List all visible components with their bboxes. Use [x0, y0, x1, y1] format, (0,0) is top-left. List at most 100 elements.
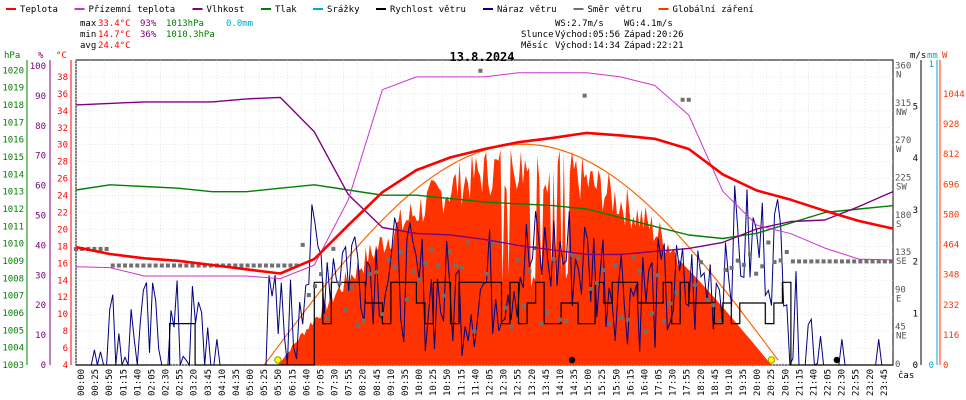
min-temp: 14.7°C [98, 30, 131, 40]
tick-hpa-1: 1004 [2, 344, 24, 354]
tick-c-13: 30 [57, 141, 68, 151]
legend-label-3: Tlak [275, 5, 297, 15]
wind-dir-mark [551, 256, 556, 261]
tick-dir-label-7: NW [896, 108, 907, 118]
tick-time-49: 20:25 [767, 369, 777, 396]
wind-dir-mark [607, 321, 612, 326]
series-humidity [75, 96, 894, 256]
wind-dir-mark [98, 246, 103, 251]
stats-left: max 33.4°C 93% 1013hPa 0.0mm min 14.7°C … [80, 19, 253, 51]
wind-dir-mark [882, 259, 887, 264]
wind-dir-mark [692, 282, 697, 287]
wind-dir-mark [74, 246, 78, 251]
min-label: min [80, 30, 96, 40]
tick-dir-8: 360 [895, 62, 911, 72]
tick-hpa-11: 1014 [2, 170, 24, 180]
max-press: 1013hPa [166, 19, 204, 29]
min-press: 1010.3hPa [166, 30, 215, 40]
wind-dir-mark [386, 257, 391, 262]
wind-dir-mark [147, 263, 152, 268]
tick-ms-0: 0 [913, 361, 918, 371]
wind-dir-mark [870, 259, 875, 264]
series-ground-temp [75, 72, 894, 280]
tick-time-45: 18:45 [711, 369, 721, 396]
tick-pct-10: 100 [30, 62, 46, 72]
series-wind-speed [76, 281, 893, 366]
wind-dir-mark [582, 93, 587, 98]
tick-hpa-13: 1016 [2, 136, 24, 146]
wind-dir-mark [312, 284, 317, 289]
moonset-marker [833, 356, 841, 364]
wind-dir-mark [778, 258, 783, 263]
wind-dir-mark [833, 259, 838, 264]
tick-time-54: 22:30 [838, 369, 848, 396]
tick-time-2: 00:50 [105, 369, 115, 396]
wind-dir-mark [625, 317, 630, 322]
tick-c-0: 4 [63, 361, 68, 371]
wind-dir-mark [705, 297, 710, 302]
wind-dir-mark [809, 259, 814, 264]
tick-pct-0: 0 [41, 361, 46, 371]
tick-c-11: 26 [57, 175, 68, 185]
axis-title-w: W [942, 51, 948, 61]
wind-dir-mark [245, 263, 250, 268]
chart-title: 13.8.2024 [449, 50, 514, 64]
tick-time-15: 06:15 [288, 369, 298, 396]
tick-dir-label-6: W [896, 145, 902, 155]
tick-time-11: 04:35 [232, 369, 242, 396]
legend-label-6: Náraz větru [497, 5, 557, 15]
tick-c-7: 18 [57, 242, 68, 252]
legend: Teplota Přízemní teplota Vlhkost Tlak Srážky… [6, 5, 754, 15]
tick-c-2: 8 [63, 327, 68, 337]
tick-hpa-3: 1006 [2, 309, 24, 319]
wind-dir-mark [349, 285, 354, 290]
wind-dir-mark [423, 261, 428, 266]
wind-dir-mark [472, 329, 477, 334]
wind-dir-mark [429, 247, 434, 252]
tick-pct-1: 10 [35, 331, 46, 341]
tick-time-44: 18:20 [697, 369, 707, 396]
tick-time-38: 15:50 [612, 369, 622, 396]
tick-time-23: 09:35 [401, 369, 411, 396]
wind-dir-mark [711, 303, 716, 308]
legend-label-2: Vlhkost [207, 5, 245, 15]
wind-dir-mark [839, 259, 844, 264]
tick-time-26: 10:50 [443, 369, 453, 396]
tick-time-17: 07:05 [316, 369, 326, 396]
wind-dir-mark [649, 311, 654, 316]
tick-c-9: 22 [57, 209, 68, 219]
tick-dir-0: 0 [895, 360, 900, 370]
wind-dir-mark [527, 269, 532, 274]
wind-dir-mark [190, 263, 195, 268]
tick-hpa-5: 1008 [2, 274, 24, 284]
tick-dir-label-2: E [896, 294, 901, 304]
tick-dir-label-5: SW [896, 183, 907, 193]
tick-time-13: 05:25 [260, 369, 270, 396]
tick-dir-7: 315 [895, 99, 911, 109]
legend-label-8: Globální záření [673, 5, 754, 15]
wind-dir-mark [404, 297, 409, 302]
wind-dir-mark [411, 269, 416, 274]
wind-dir-mark [784, 250, 789, 255]
wind-dir-mark [772, 260, 777, 265]
wind-dir-mark [600, 268, 605, 273]
tick-w-5: 580 [943, 210, 959, 220]
wind-dir-mark [637, 268, 642, 273]
wind-dir-mark [539, 321, 544, 326]
tick-c-4: 12 [57, 293, 68, 303]
wind-dir-mark [619, 315, 624, 320]
wind-dir-mark [239, 263, 244, 268]
tick-mm-1: 1 [929, 60, 934, 70]
tick-c-14: 32 [57, 124, 68, 134]
wind-dir-mark [104, 246, 109, 251]
tick-time-4: 01:40 [133, 369, 143, 396]
tick-time-16: 06:40 [302, 369, 312, 396]
tick-dir-2: 90 [895, 285, 906, 295]
wind-dir-mark [613, 263, 618, 268]
wind-dir-mark [447, 250, 452, 255]
wind-dir-mark [876, 259, 881, 264]
wind-dir-mark [699, 260, 704, 265]
wind-dir-mark [515, 258, 520, 263]
tick-time-37: 15:25 [598, 369, 608, 396]
